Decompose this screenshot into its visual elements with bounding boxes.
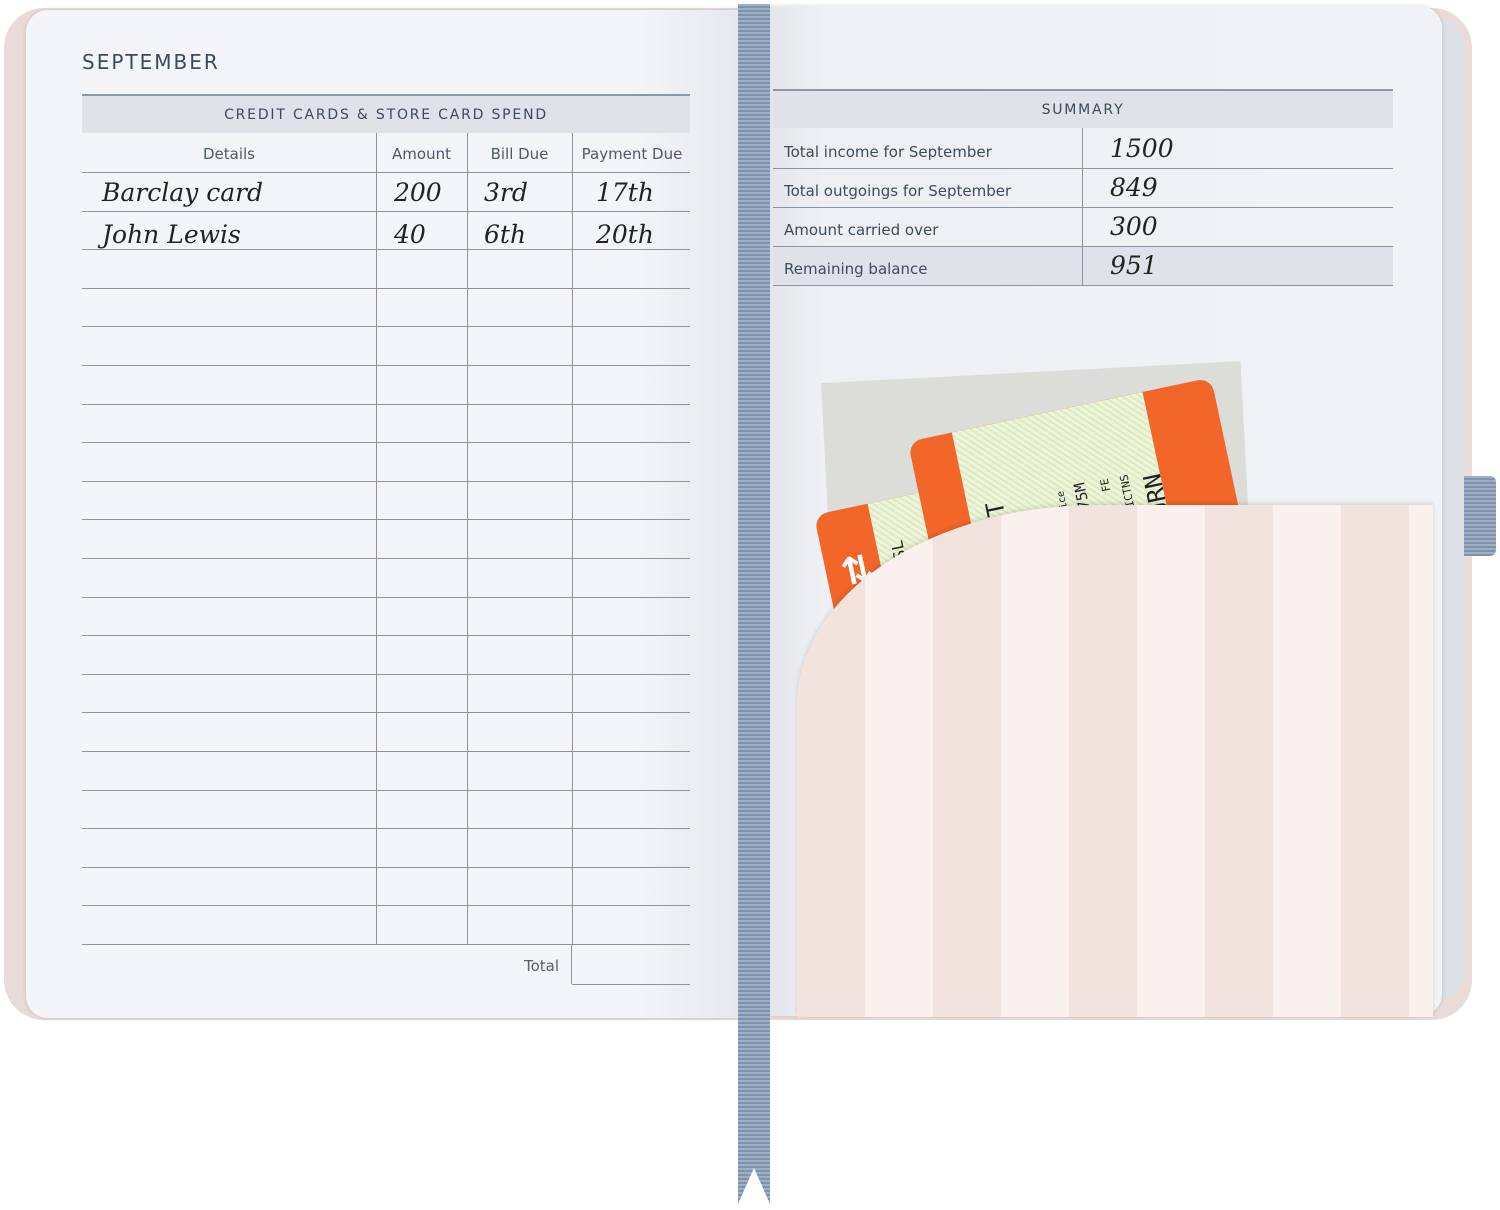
table-rule — [82, 944, 690, 945]
row-1-amount[interactable]: 200 — [394, 178, 442, 207]
column-header-payment-due: Payment Due — [581, 145, 683, 163]
summary-value-income[interactable]: 1500 — [1110, 134, 1174, 163]
table-rule — [82, 905, 690, 907]
column-header-details: Details — [202, 145, 255, 163]
summary-line — [773, 168, 1393, 169]
table-rule — [82, 210, 690, 212]
total-underline — [572, 984, 690, 985]
remaining-balance-shade — [773, 246, 1393, 285]
summary-label-outgoings: Total outgoings for September — [784, 182, 1012, 200]
summary-header: SUMMARY — [773, 89, 1393, 128]
table-rule — [82, 519, 690, 521]
table-rule — [82, 442, 690, 444]
summary-line — [773, 207, 1393, 208]
table-rule — [82, 712, 690, 714]
column-divider — [572, 133, 573, 944]
column-header-amount: Amount — [392, 145, 451, 163]
summary-label-remaining: Remaining balance — [784, 260, 928, 278]
table-rule — [82, 403, 690, 405]
table-rule — [82, 558, 690, 559]
row-2-details[interactable]: John Lewis — [102, 220, 241, 249]
summary-value-carried-over[interactable]: 300 — [1110, 212, 1158, 241]
table-rule — [82, 365, 690, 366]
row-1-payment-due[interactable]: 17th — [596, 178, 654, 207]
total-divider — [571, 944, 572, 984]
bookmark-ribbon[interactable] — [738, 4, 770, 1204]
row-1-bill-due[interactable]: 3rd — [484, 178, 528, 207]
table-rule — [82, 751, 690, 752]
row-2-payment-due[interactable]: 20th — [596, 220, 654, 249]
row-2-bill-due[interactable]: 6th — [484, 220, 527, 249]
summary-value-remaining[interactable]: 951 — [1110, 251, 1158, 280]
table-rule — [82, 249, 690, 251]
table-rule — [82, 673, 690, 675]
summary-line — [773, 246, 1393, 247]
table-rule — [82, 172, 690, 173]
row-2-amount[interactable]: 40 — [394, 220, 426, 249]
table-rule — [82, 789, 690, 791]
summary-line — [773, 285, 1393, 286]
table-rule — [82, 287, 690, 289]
elastic-closure[interactable] — [1464, 476, 1496, 556]
credit-cards-header: CREDIT CARDS & STORE CARD SPEND — [82, 94, 690, 133]
summary-value-outgoings[interactable]: 849 — [1110, 173, 1158, 202]
column-header-bill-due: Bill Due — [490, 145, 549, 163]
column-divider — [376, 133, 377, 944]
table-rule — [82, 480, 690, 482]
summary-label-carried-over: Amount carried over — [784, 221, 939, 239]
summary-divider — [1082, 128, 1083, 285]
left-page — [26, 10, 738, 1018]
month-title: SEPTEMBER — [82, 50, 220, 74]
table-rule — [82, 866, 690, 868]
column-divider — [467, 133, 468, 944]
total-label: Total — [524, 957, 560, 975]
page-edges — [1440, 20, 1464, 1000]
row-1-details[interactable]: Barclay card — [102, 178, 264, 207]
table-rule — [82, 596, 690, 598]
table-rule — [82, 828, 690, 830]
table-rule — [82, 635, 690, 637]
summary-label-income: Total income for September — [784, 143, 992, 161]
back-pocket[interactable] — [797, 505, 1433, 1017]
table-rule — [82, 326, 690, 328]
